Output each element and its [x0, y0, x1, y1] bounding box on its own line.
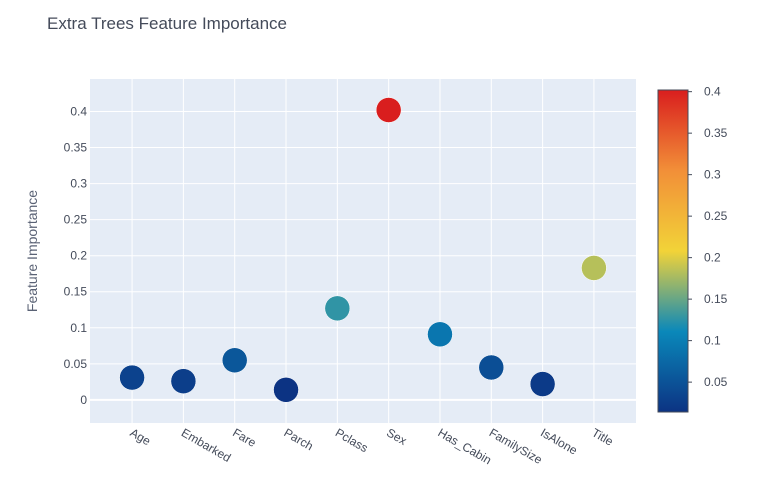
y-tick-label: 0.1: [70, 321, 87, 335]
y-tick-label: 0.15: [64, 285, 88, 299]
point-parch: [273, 377, 299, 403]
point-has-cabin: [427, 321, 453, 348]
colorbar-tick-label: 0.3: [704, 168, 721, 182]
y-tick-label: 0.2: [70, 249, 87, 263]
x-tick-label: IsAlone: [538, 425, 580, 457]
grid-lines: [90, 79, 636, 423]
colorbar-tick-label: 0.25: [704, 209, 728, 223]
colorbar-tick-label: 0.15: [704, 292, 728, 306]
colorbar-ticks: 0.05 0.1 0.15 0.2 0.25 0.3 0.35 0.4: [688, 85, 728, 389]
x-tick-label: Fare: [230, 425, 259, 450]
x-tick-label: Title: [589, 425, 616, 448]
x-tick-label: Pclass: [333, 425, 371, 455]
y-tick-label: 0.35: [64, 141, 88, 155]
point-pclass: [324, 295, 351, 322]
x-tick-label: Parch: [282, 425, 316, 453]
x-tick-label: Age: [128, 425, 154, 448]
y-tick-label: 0: [80, 393, 87, 407]
colorbar-tick-label: 0.2: [704, 251, 721, 265]
colorbar-tick-label: 0.1: [704, 334, 721, 348]
colorbar: [657, 89, 689, 413]
point-familysize: [478, 354, 505, 381]
colorbar-tick-label: 0.4: [704, 85, 721, 99]
point-embarked: [170, 368, 197, 394]
x-tick-label: Has_Cabin: [435, 425, 493, 467]
plot-area: [90, 79, 636, 423]
point-fare: [221, 347, 248, 374]
colorbar-tick-label: 0.35: [704, 126, 728, 140]
y-tick-label: 0.05: [64, 357, 88, 371]
point-age: [119, 364, 145, 391]
x-tick-label: Embarked: [179, 425, 233, 464]
colorbar-tick-label: 0.05: [704, 375, 728, 389]
point-sex: [375, 97, 402, 123]
data-points: [119, 97, 607, 403]
point-title: [581, 255, 607, 281]
y-axis-title: Feature Importance: [24, 190, 40, 312]
point-isalone: [529, 371, 556, 397]
x-tick-label: FamilySize: [487, 425, 545, 467]
y-axis-ticks: 0 0.05 0.1 0.15 0.2 0.25 0.3 0.35 0.4: [64, 104, 88, 406]
chart-title: Extra Trees Feature Importance: [47, 14, 287, 33]
y-tick-label: 0.4: [70, 104, 87, 118]
y-tick-label: 0.25: [64, 213, 88, 227]
y-tick-label: 0.3: [70, 177, 87, 191]
x-tick-label: Sex: [384, 425, 409, 447]
